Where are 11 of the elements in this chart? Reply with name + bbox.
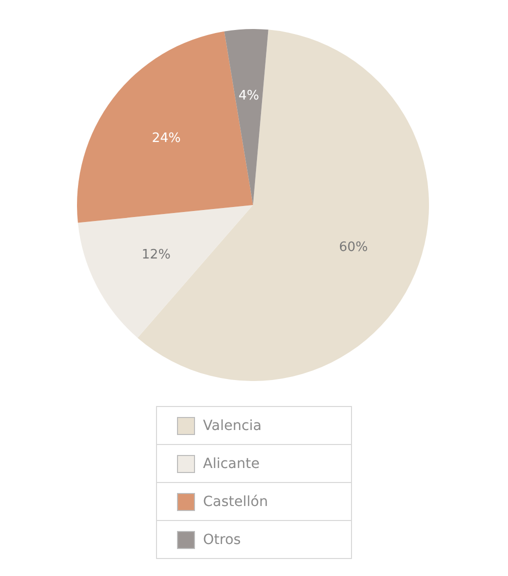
data-label: 60% (338, 240, 368, 256)
legend-label: Valencia (203, 418, 262, 434)
data-label: 4% (238, 88, 260, 104)
pie-slice (78, 205, 253, 338)
legend-label: Castellón (203, 494, 268, 510)
pie-slice (224, 29, 268, 205)
pie-slice (138, 30, 429, 381)
legend-label: Alicante (203, 456, 260, 472)
data-label: 24% (152, 131, 181, 146)
data-label: 12% (142, 248, 171, 263)
legend-label: Otros (203, 532, 241, 548)
